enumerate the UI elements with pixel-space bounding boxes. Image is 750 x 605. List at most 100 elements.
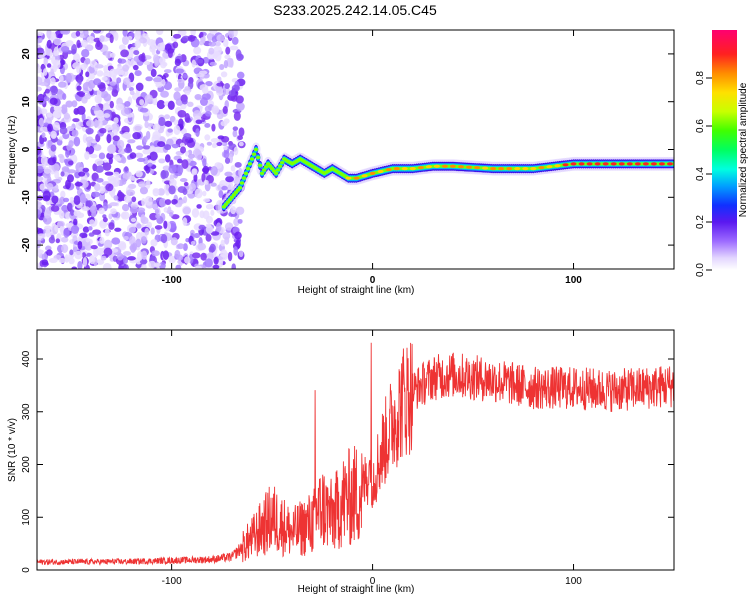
heatmap-cell [128,226,137,234]
heatmap-cell [202,210,210,220]
heatmap-cell [100,255,107,261]
heatmap-cell [98,84,106,92]
heatmap-cell [93,144,102,151]
heatmap-cell [221,205,227,209]
heatmap-cell [425,165,432,169]
heatmap-cell [39,108,48,115]
y-tick-label: -10 [21,190,32,205]
heatmap-cell [50,68,55,75]
heatmap-cell [216,34,225,43]
heatmap-cell [237,218,243,224]
heatmap-cell [79,232,88,239]
x-tick-label: -100 [162,576,182,587]
heatmap-cell [43,57,48,66]
heatmap-cell [121,177,127,185]
heatmap-cell [72,118,80,123]
heatmap-cell [169,178,177,188]
x-tick-label: 100 [565,275,582,286]
heatmap-cell [111,237,121,245]
heatmap-cell [135,30,141,37]
heatmap-cell [60,171,65,177]
heatmap-cell [103,102,110,110]
heatmap-cell [145,76,153,82]
heatmap-cell [123,264,129,269]
y-tick-label: 20 [21,48,32,60]
heatmap-cell [141,263,147,269]
heatmap-cell [610,162,617,166]
heatmap-cell [200,252,207,261]
heatmap-cell [232,126,239,131]
heatmap-cell [145,179,151,189]
heatmap-cell [219,179,227,188]
heatmap-cell [74,110,80,115]
heatmap-cell [105,50,112,59]
heatmap-cell [208,41,217,47]
heatmap-cell [37,247,42,257]
snr-frame [36,329,675,571]
heatmap-cell [345,176,352,180]
heatmap-cell [205,81,213,87]
heatmap-cell [112,135,120,142]
heatmap-cell [224,157,231,164]
heatmap-cell [263,165,269,169]
heatmap-cell [47,157,56,166]
heatmap-cell [38,117,44,127]
heatmap-cell [180,146,186,154]
heatmap-cell [103,247,113,256]
heatmap-cell [229,195,235,199]
colorbar: 0.0 0.2 0.4 0.6 0.8 Normalized spectral ampl… [695,30,749,277]
heatmap-cell [228,89,236,97]
heatmap-cell [158,197,167,208]
heatmap-cell [49,85,58,96]
heatmap-cell [216,141,223,147]
heatmap-cell [190,240,196,245]
heatmap-cell [150,227,155,235]
heatmap-cell [193,173,198,183]
heatmap-cell [104,124,113,131]
heatmap-cell [105,183,114,192]
heatmap-cell [131,196,137,203]
heatmap-cell [60,59,66,66]
heatmap-cell [51,163,60,172]
heatmap-cell [63,112,71,120]
snr-axes: -100 0 100 0 100 200 300 400 [21,330,674,587]
heatmap-cell [224,171,233,177]
heatmap-cell [170,237,178,246]
heatmap-cell [39,183,46,191]
heatmap-cell [124,107,132,115]
snr-series-line [37,342,674,566]
heatmap-cell [93,247,99,258]
x-tick-label: 0 [370,576,376,587]
chart-title: S233.2025.242.14.05.C45 [273,2,437,18]
heatmap-cell [177,30,183,33]
heatmap-cell [109,52,116,58]
heatmap-cell [81,112,86,122]
heatmap-cell [273,171,279,175]
heatmap-cell [191,168,198,176]
heatmap-cell [143,60,151,66]
colorbar-ticks: 0.0 0.2 0.4 0.6 0.8 [695,71,712,277]
heatmap-cell [151,250,160,257]
heatmap-cell [109,202,118,207]
heatmap-cell [183,256,191,264]
heatmap-cell [216,82,225,87]
heatmap-cell [482,166,489,170]
heatmap-cell [118,148,126,155]
heatmap-cell [37,176,44,182]
heatmap-cell [63,158,69,164]
heatmap-cell [89,205,98,214]
heatmap-cell [63,227,70,238]
heatmap-cell [188,160,197,167]
y-tick-label: 0 [21,567,32,573]
heatmap-cell [156,99,166,110]
heatmap-cell [82,167,90,173]
heatmap-cell [201,86,209,94]
heatmap-cell [269,167,275,171]
heatmap-cell [71,129,79,137]
heatmap-cell [121,212,127,219]
heatmap-cell [152,130,161,140]
heatmap-cell [198,224,206,230]
heatmap-cell [179,178,188,183]
heatmap-cell [82,257,88,267]
heatmap-cell [151,46,156,56]
